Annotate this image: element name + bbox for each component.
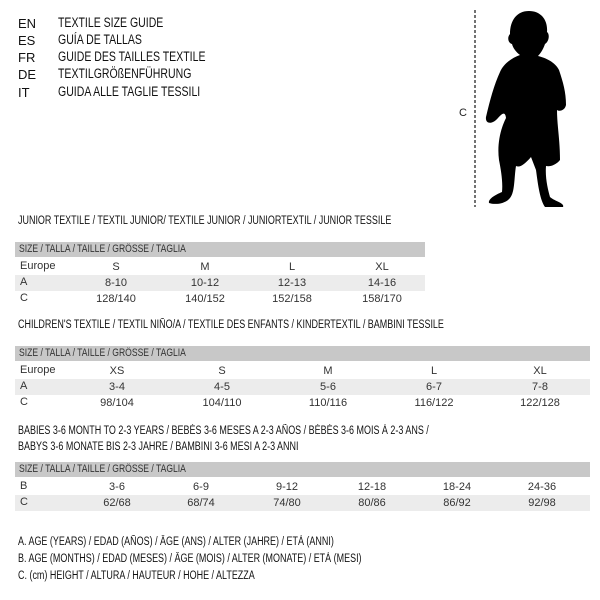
table-cell: 12-13	[277, 277, 307, 289]
table-cell: 5-6	[320, 381, 336, 393]
row-label: C	[20, 496, 28, 508]
table-cell: M	[323, 365, 333, 377]
lang-code-fr: FR	[18, 50, 36, 65]
legend-c: C. (cm) HEIGHT / ALTURA / HAUTEUR / HÖHE…	[18, 570, 255, 582]
row-label: C	[20, 292, 28, 304]
row-label: A	[20, 276, 28, 288]
table-row: B 3-6 6-9 9-12 12-18 18-24 24-36	[15, 479, 590, 495]
table-cell: 86/92	[443, 497, 471, 509]
legend-b: B. AGE (MONTHS) / EDAD (MESES) / ÂGE (MO…	[18, 553, 362, 565]
table-cell: 140/152	[185, 293, 225, 305]
table-title: BABYS 3-6 MONATE BIS 2-3 JAHRE / BAMBINI…	[18, 441, 299, 453]
table-cell: M	[200, 261, 210, 273]
child-silhouette-icon	[474, 10, 566, 207]
table-cell: 3-6	[109, 481, 125, 493]
table-cell: 104/110	[202, 397, 242, 409]
table-row: A 3-4 4-5 5-6 6-7 7-8	[15, 379, 590, 395]
table-cell: 8-10	[104, 277, 128, 289]
size-header: SIZE / TALLA / TAILLE / GRÖSSE / TAGLIA	[19, 347, 186, 359]
table-cell: 7-8	[532, 381, 548, 393]
lang-code-en: EN	[18, 16, 37, 31]
table-cell: 158/170	[362, 293, 402, 305]
silhouette-shape	[485, 11, 566, 207]
size-header: SIZE / TALLA / TAILLE / GRÖSSE / TAGLIA	[19, 243, 186, 255]
table-cell: 152/158	[272, 293, 312, 305]
table-row: C 98/104 104/110 110/116 116/122 122/128	[15, 395, 590, 411]
lang-code-it: IT	[18, 85, 30, 100]
table-row: C 128/140 140/152 152/158 158/170	[15, 291, 425, 307]
table-cell: 116/122	[414, 397, 454, 409]
row-label: C	[20, 396, 28, 408]
table-title: CHILDREN'S TEXTILE / TEXTIL NIÑO/A / TEX…	[18, 319, 444, 331]
table-cell: 14-16	[367, 277, 397, 289]
size-header: SIZE / TALLA / TAILLE / GRÖSSE / TAGLIA	[19, 463, 186, 475]
table-cell: 128/140	[96, 293, 136, 305]
table-cell: 18-24	[442, 481, 472, 493]
row-label: Europe	[20, 260, 56, 272]
size-table: SIZE / TALLA / TAILLE / GRÖSSE / TAGLIA B…	[15, 462, 590, 511]
row-label: B	[20, 480, 28, 492]
table-cell: 68/74	[187, 497, 215, 509]
table-row: Europe S M L XL	[15, 259, 425, 275]
table-row: A 8-10 10-12 12-13 14-16	[15, 275, 425, 291]
table-cell: 6-7	[426, 381, 442, 393]
table-cell: 122/128	[520, 397, 560, 409]
table-cell: L	[430, 365, 438, 377]
table-cell: 80/86	[358, 497, 386, 509]
lang-title-fr: GUIDE DES TAILLES TEXTILE	[58, 49, 206, 64]
table-title: BABIES 3-6 MONTH TO 2-3 YEARS / BEBÉS 3-…	[18, 425, 429, 437]
table-cell: 3-4	[109, 381, 125, 393]
table-cell: 62/68	[103, 497, 131, 509]
size-table: SIZE / TALLA / TAILLE / GRÖSSE / TAGLIA E…	[15, 346, 590, 411]
row-label: A	[20, 380, 28, 392]
table-cell: 110/116	[308, 397, 348, 409]
lang-title-it: GUIDA ALLE TAGLIE TESSILI	[58, 84, 201, 99]
table-cell: XL	[375, 261, 389, 273]
table-cell: XL	[533, 365, 547, 377]
table-cell: 6-9	[193, 481, 209, 493]
table-cell: 24-36	[527, 481, 557, 493]
table-row: C 62/68 68/74 74/80 80/86 86/92 92/98	[15, 495, 590, 511]
table-row: Europe XS S M L XL	[15, 363, 590, 379]
lang-title-de: TEXTILGRÖßENFÜHRUNG	[58, 66, 192, 81]
lang-code-es: ES	[18, 33, 36, 48]
table-cell: XS	[109, 365, 125, 377]
table-cell: 92/98	[528, 497, 556, 509]
row-label: Europe	[20, 364, 56, 376]
table-title: JUNIOR TEXTILE / TEXTIL JUNIOR/ TEXTILE …	[18, 215, 392, 227]
table-cell: S	[112, 261, 120, 273]
table-cell: 4-5	[214, 381, 230, 393]
size-table: SIZE / TALLA / TAILLE / GRÖSSE / TAGLIA E…	[15, 242, 425, 307]
lang-code-de: DE	[18, 67, 37, 82]
table-cell: S	[218, 365, 226, 377]
table-cell: 98/104	[100, 397, 134, 409]
table-cell: 12-18	[357, 481, 387, 493]
table-cell: 10-12	[190, 277, 220, 289]
table-cell: L	[288, 261, 296, 273]
lang-title-es: GUÍA DE TALLAS	[58, 32, 142, 47]
lang-title-en: TEXTILE SIZE GUIDE	[58, 15, 164, 30]
table-cell: 9-12	[275, 481, 299, 493]
legend-a: A. AGE (YEARS) / EDAD (AÑOS) / ÂGE (ANS)…	[18, 536, 334, 548]
height-measure-label: C	[459, 107, 467, 119]
table-cell: 74/80	[273, 497, 301, 509]
